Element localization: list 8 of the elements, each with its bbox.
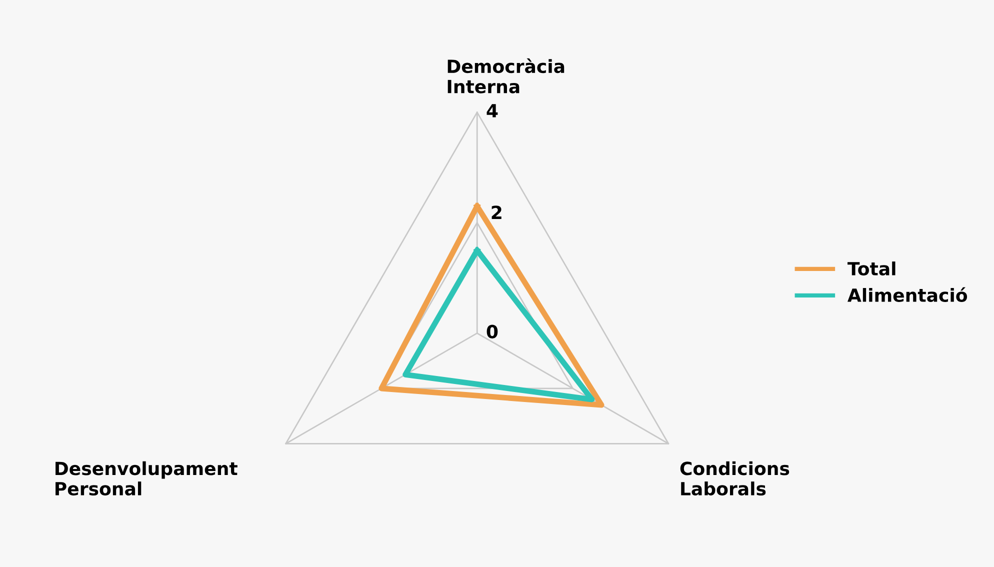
legend-label: Total — [848, 262, 896, 276]
spoke-label: Democràcia Interna — [448, 58, 564, 94]
legend-label: Alimentació — [848, 287, 968, 302]
spoke-label: Desenvolupament Personal — [56, 461, 238, 496]
y-tick-label: 2 — [492, 206, 502, 219]
y-tick-label: 4 — [486, 104, 498, 118]
y-tick-label: 0 — [486, 324, 498, 338]
spoke-label: Condicions Laborals — [680, 461, 790, 496]
